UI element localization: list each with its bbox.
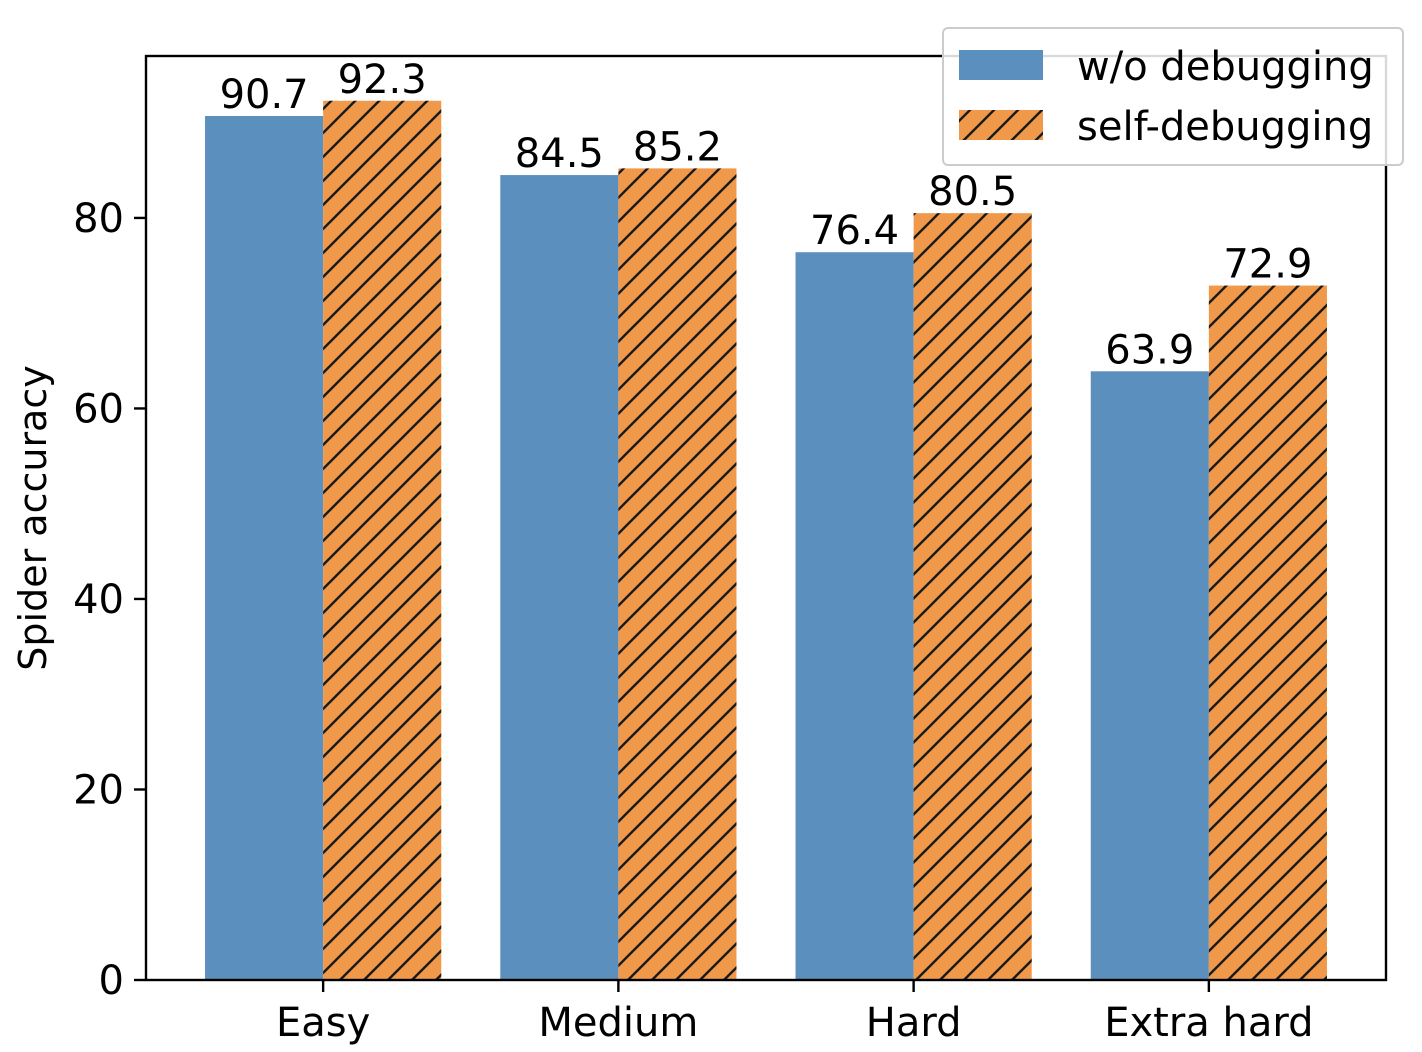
- bar-hatch-self-debugging-medium: [618, 168, 737, 981]
- legend-swatch-wo-debugging: [959, 50, 1043, 80]
- bar-w-o-debugging-easy: [205, 116, 324, 980]
- x-tick-label: Hard: [866, 1000, 962, 1046]
- y-tick-label: 80: [73, 196, 124, 242]
- bar-value-label: 90.7: [220, 72, 309, 118]
- y-axis-label: Spider accuracy: [11, 365, 55, 670]
- y-tick-label: 60: [73, 386, 124, 432]
- bar-value-label: 76.4: [810, 208, 899, 254]
- y-tick-label: 40: [73, 577, 124, 623]
- x-tick-label: Extra hard: [1104, 1000, 1313, 1046]
- bar-value-label: 72.9: [1223, 242, 1312, 288]
- plot-frame: [144, 54, 1388, 982]
- bar-w-o-debugging-extra-hard: [1090, 371, 1209, 980]
- legend-label-self-debugging: self-debugging: [1077, 104, 1373, 150]
- x-tick-label: Medium: [538, 1000, 698, 1046]
- bar-w-o-debugging-hard: [795, 252, 914, 980]
- x-axis-ticks: Easy Medium Hard Extra hard: [276, 980, 1314, 1046]
- bars-layer: [205, 100, 1327, 981]
- x-tick-label: Easy: [276, 1000, 370, 1046]
- bar-value-label: 80.5: [928, 169, 1017, 215]
- legend-swatch-self-debugging-hatch: [959, 110, 1043, 140]
- y-tick-label: 0: [99, 958, 124, 1004]
- bar-value-label: 84.5: [515, 131, 604, 177]
- y-axis-ticks: 0 20 40 60 80: [73, 196, 146, 1004]
- bar-value-label: 85.2: [633, 124, 722, 170]
- bar-hatch-self-debugging-extra-hard: [1208, 285, 1327, 980]
- legend-label-wo-debugging: w/o debugging: [1077, 44, 1374, 90]
- bar-value-label: 63.9: [1105, 327, 1194, 373]
- bar-hatch-self-debugging-hard: [913, 213, 1032, 980]
- y-tick-label: 20: [73, 767, 124, 813]
- legend-box: [942, 27, 1404, 166]
- bar-w-o-debugging-medium: [500, 175, 619, 981]
- bar-value-label: 92.3: [338, 57, 427, 103]
- legend: w/o debugging self-debugging: [942, 27, 1404, 166]
- value-labels-layer: 90.7 84.5 76.4 63.9 92.3 85.2 80.5 72.9: [220, 57, 1313, 374]
- bar-hatch-self-debugging-easy: [323, 100, 442, 981]
